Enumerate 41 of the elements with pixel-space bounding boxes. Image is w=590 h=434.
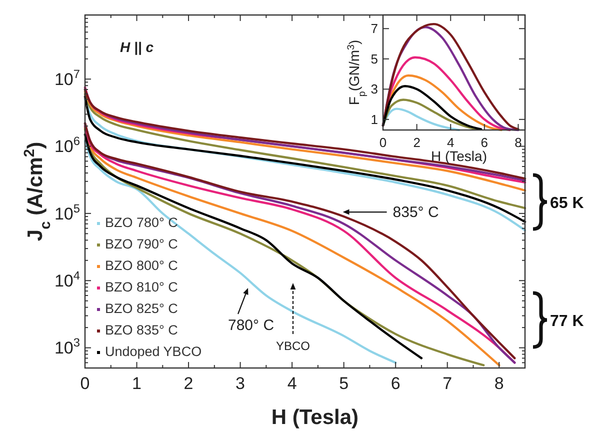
x-tick-label: 3 [236,374,246,393]
y-tick-label: 3 [370,82,378,97]
x-axis-title: H (Tesla) [271,406,359,429]
annotation: 780° C [228,317,274,334]
y-tick-label: 7 [370,21,378,36]
x-tick-label: 8 [514,135,522,150]
x-tick-label: 0 [379,135,387,150]
x-tick-label: 6 [390,374,400,393]
legend-label: BZO 825° C [105,301,178,316]
y-tick-label: 10$^{3}$ [54,336,80,358]
x-tick-label: 1 [132,374,142,393]
x-tick-label: 5 [339,374,349,393]
legend-label: BZO 800° C [105,258,178,273]
x-tick-label: 4 [447,135,454,150]
legend-label: BZO 790° C [105,236,178,252]
y-tick-label: 1 [370,112,378,127]
annotation: 835° C [392,204,439,222]
legend-label: BZO 835° C [105,322,178,338]
x-tick-label: 7 [442,374,452,393]
x-tick-label: 4 [287,374,297,393]
line-series [382,108,460,132]
annotation: YBCO [276,339,310,353]
x-axis-title: H (Tesla) [430,148,488,164]
y-tick-label: 10$^{5}$ [54,201,80,224]
x-tick-label: 2 [184,374,194,393]
x-tick-label: 2 [413,135,420,150]
text: 77 K [550,313,584,330]
y-tick-label: 5 [370,51,378,66]
y-tick-label: 10$^{6}$ [54,134,80,156]
annotation: H || c [120,39,154,55]
x-tick-label: 0 [80,374,90,393]
legend-label: BZO 780° C [105,215,178,230]
legend-label: Undoped YBCO [105,344,202,359]
text: 65 K [550,195,584,212]
line-series [382,98,478,130]
legend-label: BZO 810° C [105,280,178,294]
y-tick-label: 10$^{7}$ [54,67,80,90]
x-tick-label: 6 [480,135,488,150]
y-tick-label: 10$^{4}$ [54,268,80,291]
x-tick-label: 8 [494,374,504,393]
line-series [382,85,482,130]
